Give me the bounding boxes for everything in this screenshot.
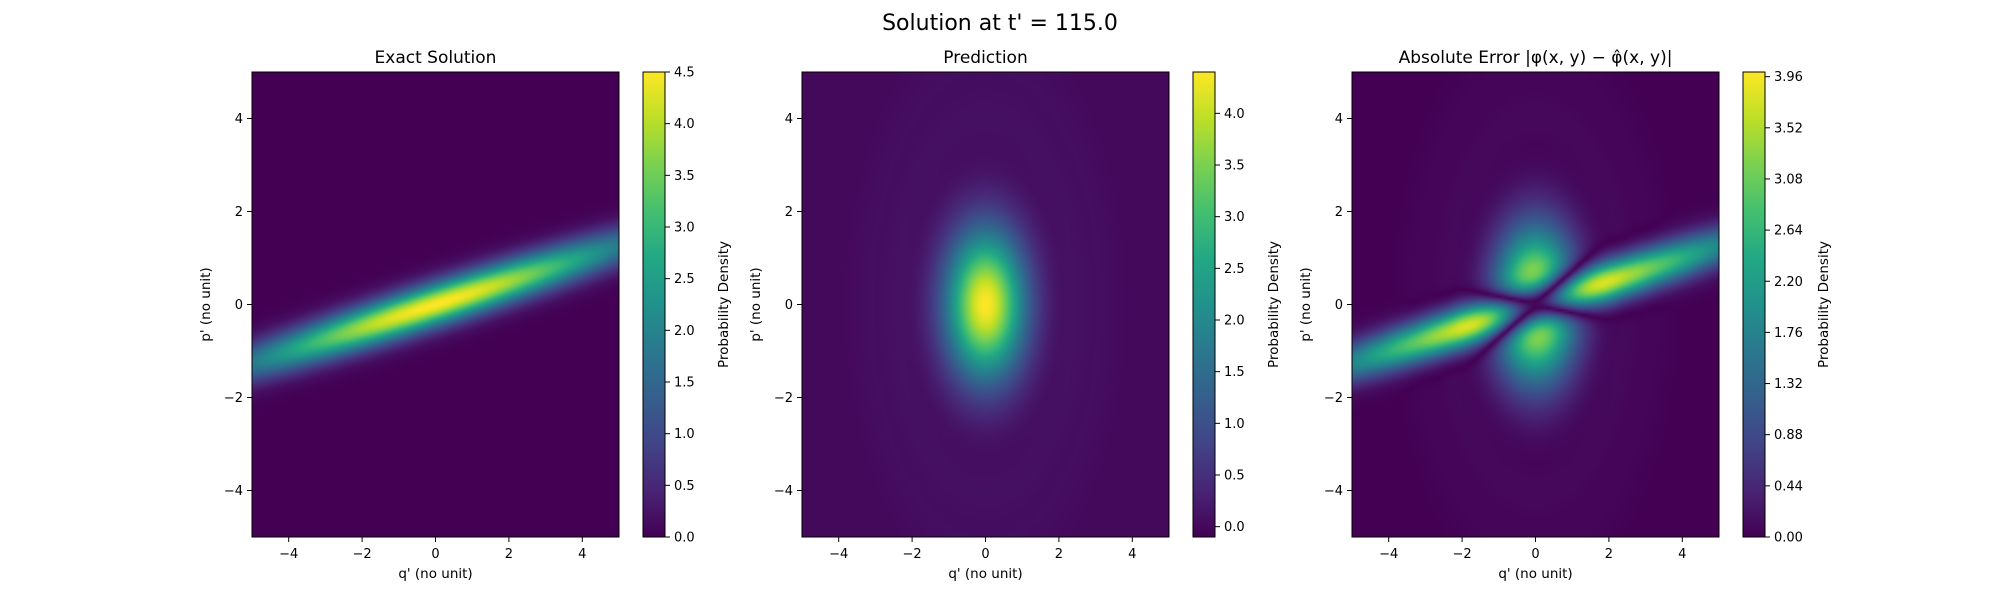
colorbar-tick-label: 1.5 <box>674 376 695 391</box>
x-tick-label: 2 <box>1055 547 1063 562</box>
colorbar-tick-label: 0.0 <box>674 531 695 546</box>
x-axis-label: q' (no unit) <box>398 566 472 582</box>
colorbar-tick-label: 1.0 <box>1224 417 1245 432</box>
y-tick-label: 4 <box>235 112 243 127</box>
x-tick-label: 4 <box>1128 547 1136 562</box>
colorbar-tick-label: 1.32 <box>1774 377 1803 392</box>
y-tick-label: −4 <box>1324 484 1343 499</box>
colorbar-tick-label: 2.5 <box>674 272 695 287</box>
panel-1: Exact Solution −4 −2 0 2 4 −4 −2 0 2 4 q' (no unit)… <box>198 48 732 582</box>
colorbar-tick-label: 3.0 <box>1224 210 1245 225</box>
colorbar-tick-label: 2.5 <box>1224 262 1245 277</box>
y-tick-label: −2 <box>1324 391 1343 406</box>
y-axis-label: p' (no unit) <box>198 267 214 341</box>
x-tick-label: 0 <box>981 547 989 562</box>
y-tick-label: 2 <box>1335 205 1343 220</box>
panel-2: Prediction −4 −2 0 2 4 −4 −2 0 2 4 q' (no unit) p' (… <box>748 48 1282 582</box>
colorbar-tick-label: 1.76 <box>1774 326 1803 341</box>
y-tick-label: 0 <box>785 298 793 313</box>
colorbar-tick-label: 0.0 <box>1224 520 1245 535</box>
colorbar-label: Probability Density <box>716 241 732 368</box>
x-axis-label: q' (no unit) <box>948 566 1022 582</box>
y-tick-label: 2 <box>785 205 793 220</box>
colorbar-tick-label: 1.0 <box>674 427 695 442</box>
colorbar <box>1193 72 1215 537</box>
panel-title: Prediction <box>943 48 1027 68</box>
x-axis-label: q' (no unit) <box>1498 566 1572 582</box>
colorbar-tick-label: 2.0 <box>1224 314 1245 329</box>
colorbar-tick-label: 3.52 <box>1774 121 1803 136</box>
y-tick-label: 0 <box>1335 298 1343 313</box>
colorbar-tick-label: 2.64 <box>1774 224 1803 239</box>
colorbar-tick-label: 2.20 <box>1774 275 1803 290</box>
x-tick-label: −2 <box>903 547 922 562</box>
y-tick-label: −4 <box>774 484 793 499</box>
heatmap-image <box>1352 72 1719 537</box>
colorbar-tick-label: 0.5 <box>1224 469 1245 484</box>
colorbar-tick-label: 3.0 <box>674 221 695 236</box>
x-tick-label: 4 <box>578 547 586 562</box>
colorbar <box>1743 72 1765 537</box>
colorbar-frame <box>1192 71 1216 538</box>
x-tick-label: −2 <box>1453 547 1472 562</box>
x-tick-label: 2 <box>1605 547 1613 562</box>
x-tick-label: 0 <box>431 547 439 562</box>
x-tick-label: 0 <box>1531 547 1539 562</box>
x-tick-label: −4 <box>279 547 298 562</box>
colorbar-frame <box>1742 71 1766 538</box>
colorbar <box>643 72 665 537</box>
x-tick-label: 4 <box>1678 547 1686 562</box>
colorbar-tick-label: 0.88 <box>1774 428 1803 443</box>
panel-3: Absolute Error |φ(x, y) − φ̂(x, y)| −4 −2 0… <box>1298 48 1832 582</box>
y-tick-label: −2 <box>224 391 243 406</box>
y-tick-label: 0 <box>235 298 243 313</box>
colorbar-tick-label: 0.5 <box>674 479 695 494</box>
y-axis-label: p' (no unit) <box>1298 267 1314 341</box>
figure-title: Solution at t' = 115.0 <box>882 11 1118 36</box>
x-tick-label: −4 <box>829 547 848 562</box>
y-tick-label: 4 <box>1335 112 1343 127</box>
colorbar-tick-label: 3.5 <box>674 169 695 184</box>
y-tick-label: 4 <box>785 112 793 127</box>
colorbar-tick-label: 4.5 <box>674 66 695 81</box>
panel-title: Absolute Error |φ(x, y) − φ̂(x, y)| <box>1399 48 1673 68</box>
x-tick-label: −4 <box>1379 547 1398 562</box>
y-tick-label: −2 <box>774 391 793 406</box>
colorbar-tick-label: 4.0 <box>1224 107 1245 122</box>
colorbar-tick-label: 3.96 <box>1774 70 1803 85</box>
colorbar-tick-label: 4.0 <box>674 117 695 132</box>
colorbar-tick-label: 1.5 <box>1224 365 1245 380</box>
heatmap-image <box>802 72 1169 537</box>
colorbar-label: Probability Density <box>1816 241 1832 368</box>
heatmap-image <box>252 72 619 537</box>
colorbar-label: Probability Density <box>1266 241 1282 368</box>
colorbar-tick-label: 2.0 <box>674 324 695 339</box>
x-tick-label: −2 <box>353 547 372 562</box>
y-axis-label: p' (no unit) <box>748 267 764 341</box>
panel-title: Exact Solution <box>375 48 497 68</box>
colorbar-tick-label: 3.08 <box>1774 172 1803 187</box>
x-tick-label: 2 <box>505 547 513 562</box>
y-tick-label: 2 <box>235 205 243 220</box>
y-tick-label: −4 <box>224 484 243 499</box>
colorbar-tick-label: 3.5 <box>1224 159 1245 174</box>
colorbar-tick-label: 0.44 <box>1774 479 1803 494</box>
colorbar-frame <box>642 71 666 538</box>
colorbar-tick-label: 0.00 <box>1774 531 1803 546</box>
